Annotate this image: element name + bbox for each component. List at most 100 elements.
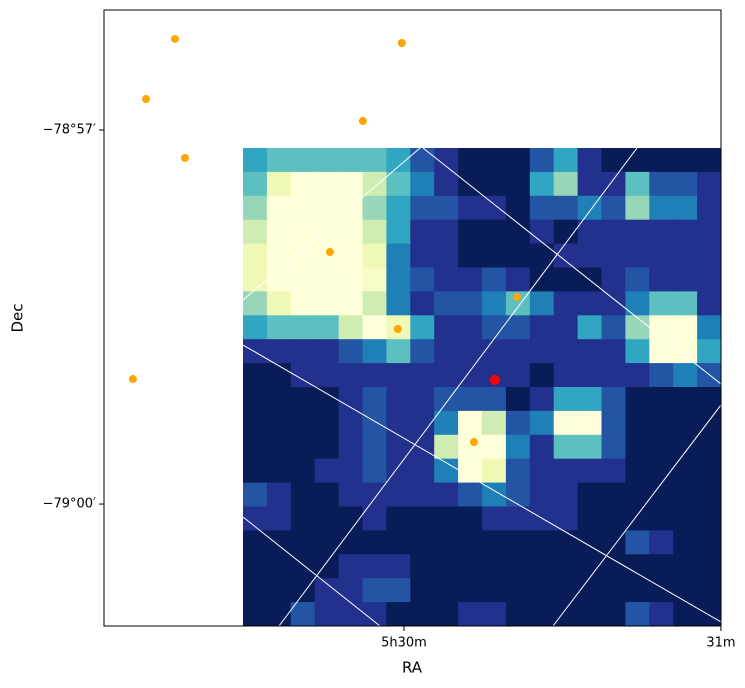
heatmap-cell <box>362 267 387 292</box>
heatmap-cell <box>458 482 483 507</box>
heatmap-cell <box>697 315 722 340</box>
heatmap-cell <box>505 482 531 507</box>
heatmap-cell <box>458 434 483 460</box>
heatmap-cell <box>314 458 340 484</box>
heatmap-cell <box>243 578 268 603</box>
heatmap-cell <box>266 482 292 507</box>
source-marker <box>397 38 406 47</box>
heatmap-cell <box>458 578 483 603</box>
heatmap-cell <box>649 578 674 603</box>
heatmap-cell <box>505 530 531 555</box>
heatmap-cell <box>386 530 411 555</box>
heatmap-cell <box>290 458 316 484</box>
heatmap-cell <box>649 387 674 412</box>
heatmap-cell <box>266 339 292 364</box>
heatmap-cell <box>482 578 507 603</box>
heatmap-cell <box>577 506 602 531</box>
heatmap-cell <box>266 410 292 436</box>
heatmap-cell <box>673 339 698 364</box>
heatmap-cell <box>338 578 363 603</box>
heatmap-cell <box>553 530 579 555</box>
heatmap-cell <box>482 482 507 507</box>
heatmap-cell <box>482 387 507 412</box>
heatmap-cell <box>290 171 316 197</box>
heatmap-cell <box>482 267 507 292</box>
heatmap-cell <box>266 434 292 460</box>
heatmap-cell <box>266 291 292 316</box>
heatmap-cell <box>482 554 507 579</box>
heatmap-cell <box>338 363 363 388</box>
heatmap-cell <box>649 530 674 555</box>
heatmap-cell <box>697 530 722 555</box>
heatmap-cell <box>338 315 363 340</box>
heatmap-cell <box>266 243 292 268</box>
heatmap-cell <box>553 554 579 579</box>
heatmap-cell <box>482 148 507 173</box>
heatmap-cell <box>410 148 435 173</box>
heatmap-cell <box>362 554 387 579</box>
heatmap-cell <box>266 458 292 484</box>
heatmap-cell <box>649 410 674 436</box>
heatmap-cell <box>482 339 507 364</box>
heatmap-cell <box>601 243 626 268</box>
heatmap-cell <box>625 602 650 627</box>
heatmap-cell <box>290 387 316 412</box>
heatmap-cell <box>697 339 722 364</box>
heatmap-cell <box>386 291 411 316</box>
heatmap-cell <box>290 482 316 507</box>
heatmap-cell <box>266 315 292 340</box>
heatmap-cell <box>529 482 555 507</box>
heatmap-cell <box>505 148 531 173</box>
heatmap-cell <box>458 291 483 316</box>
heatmap-cell <box>649 195 674 221</box>
heatmap-cell <box>577 148 602 173</box>
heatmap-cell <box>243 554 268 579</box>
heatmap-cell <box>505 195 531 221</box>
heatmap-cell <box>601 291 626 316</box>
heatmap-cell <box>386 171 411 197</box>
heatmap-cell <box>577 578 602 603</box>
heatmap-cell <box>314 339 340 364</box>
heatmap-cell <box>625 482 650 507</box>
heatmap-cell <box>649 458 674 484</box>
heatmap-cell <box>529 434 555 460</box>
heatmap-cell <box>625 291 650 316</box>
heatmap <box>243 148 722 627</box>
heatmap-cell <box>410 267 435 292</box>
heatmap-cell <box>625 363 650 388</box>
heatmap-cell <box>458 554 483 579</box>
heatmap-cell <box>266 171 292 197</box>
heatmap-cell <box>434 267 459 292</box>
heatmap-cell <box>649 315 674 340</box>
heatmap-cell <box>529 387 555 412</box>
heatmap-cell <box>553 267 579 292</box>
heatmap-cell <box>314 363 340 388</box>
heatmap-cell <box>362 458 387 484</box>
heatmap-cell <box>410 243 435 268</box>
heatmap-cell <box>649 267 674 292</box>
heatmap-cell <box>243 267 268 292</box>
heatmap-cell <box>386 482 411 507</box>
heatmap-cell <box>458 315 483 340</box>
heatmap-cell <box>410 602 435 627</box>
heatmap-cell <box>553 148 579 173</box>
heatmap-cell <box>386 578 411 603</box>
heatmap-cell <box>625 506 650 531</box>
heatmap-cell <box>577 363 602 388</box>
heatmap-cell <box>529 243 555 268</box>
heatmap-cell <box>362 243 387 268</box>
heatmap-cell <box>266 363 292 388</box>
heatmap-cell <box>577 482 602 507</box>
heatmap-cell <box>673 482 698 507</box>
heatmap-cell <box>243 530 268 555</box>
heatmap-cell <box>673 578 698 603</box>
heatmap-cell <box>458 530 483 555</box>
heatmap-cell <box>434 291 459 316</box>
heatmap-cell <box>386 267 411 292</box>
heatmap-cell <box>505 339 531 364</box>
heatmap-cell <box>243 315 268 340</box>
heatmap-cell <box>338 482 363 507</box>
heatmap-cell <box>697 506 722 531</box>
heatmap-cell <box>625 267 650 292</box>
heatmap-cell <box>243 363 268 388</box>
